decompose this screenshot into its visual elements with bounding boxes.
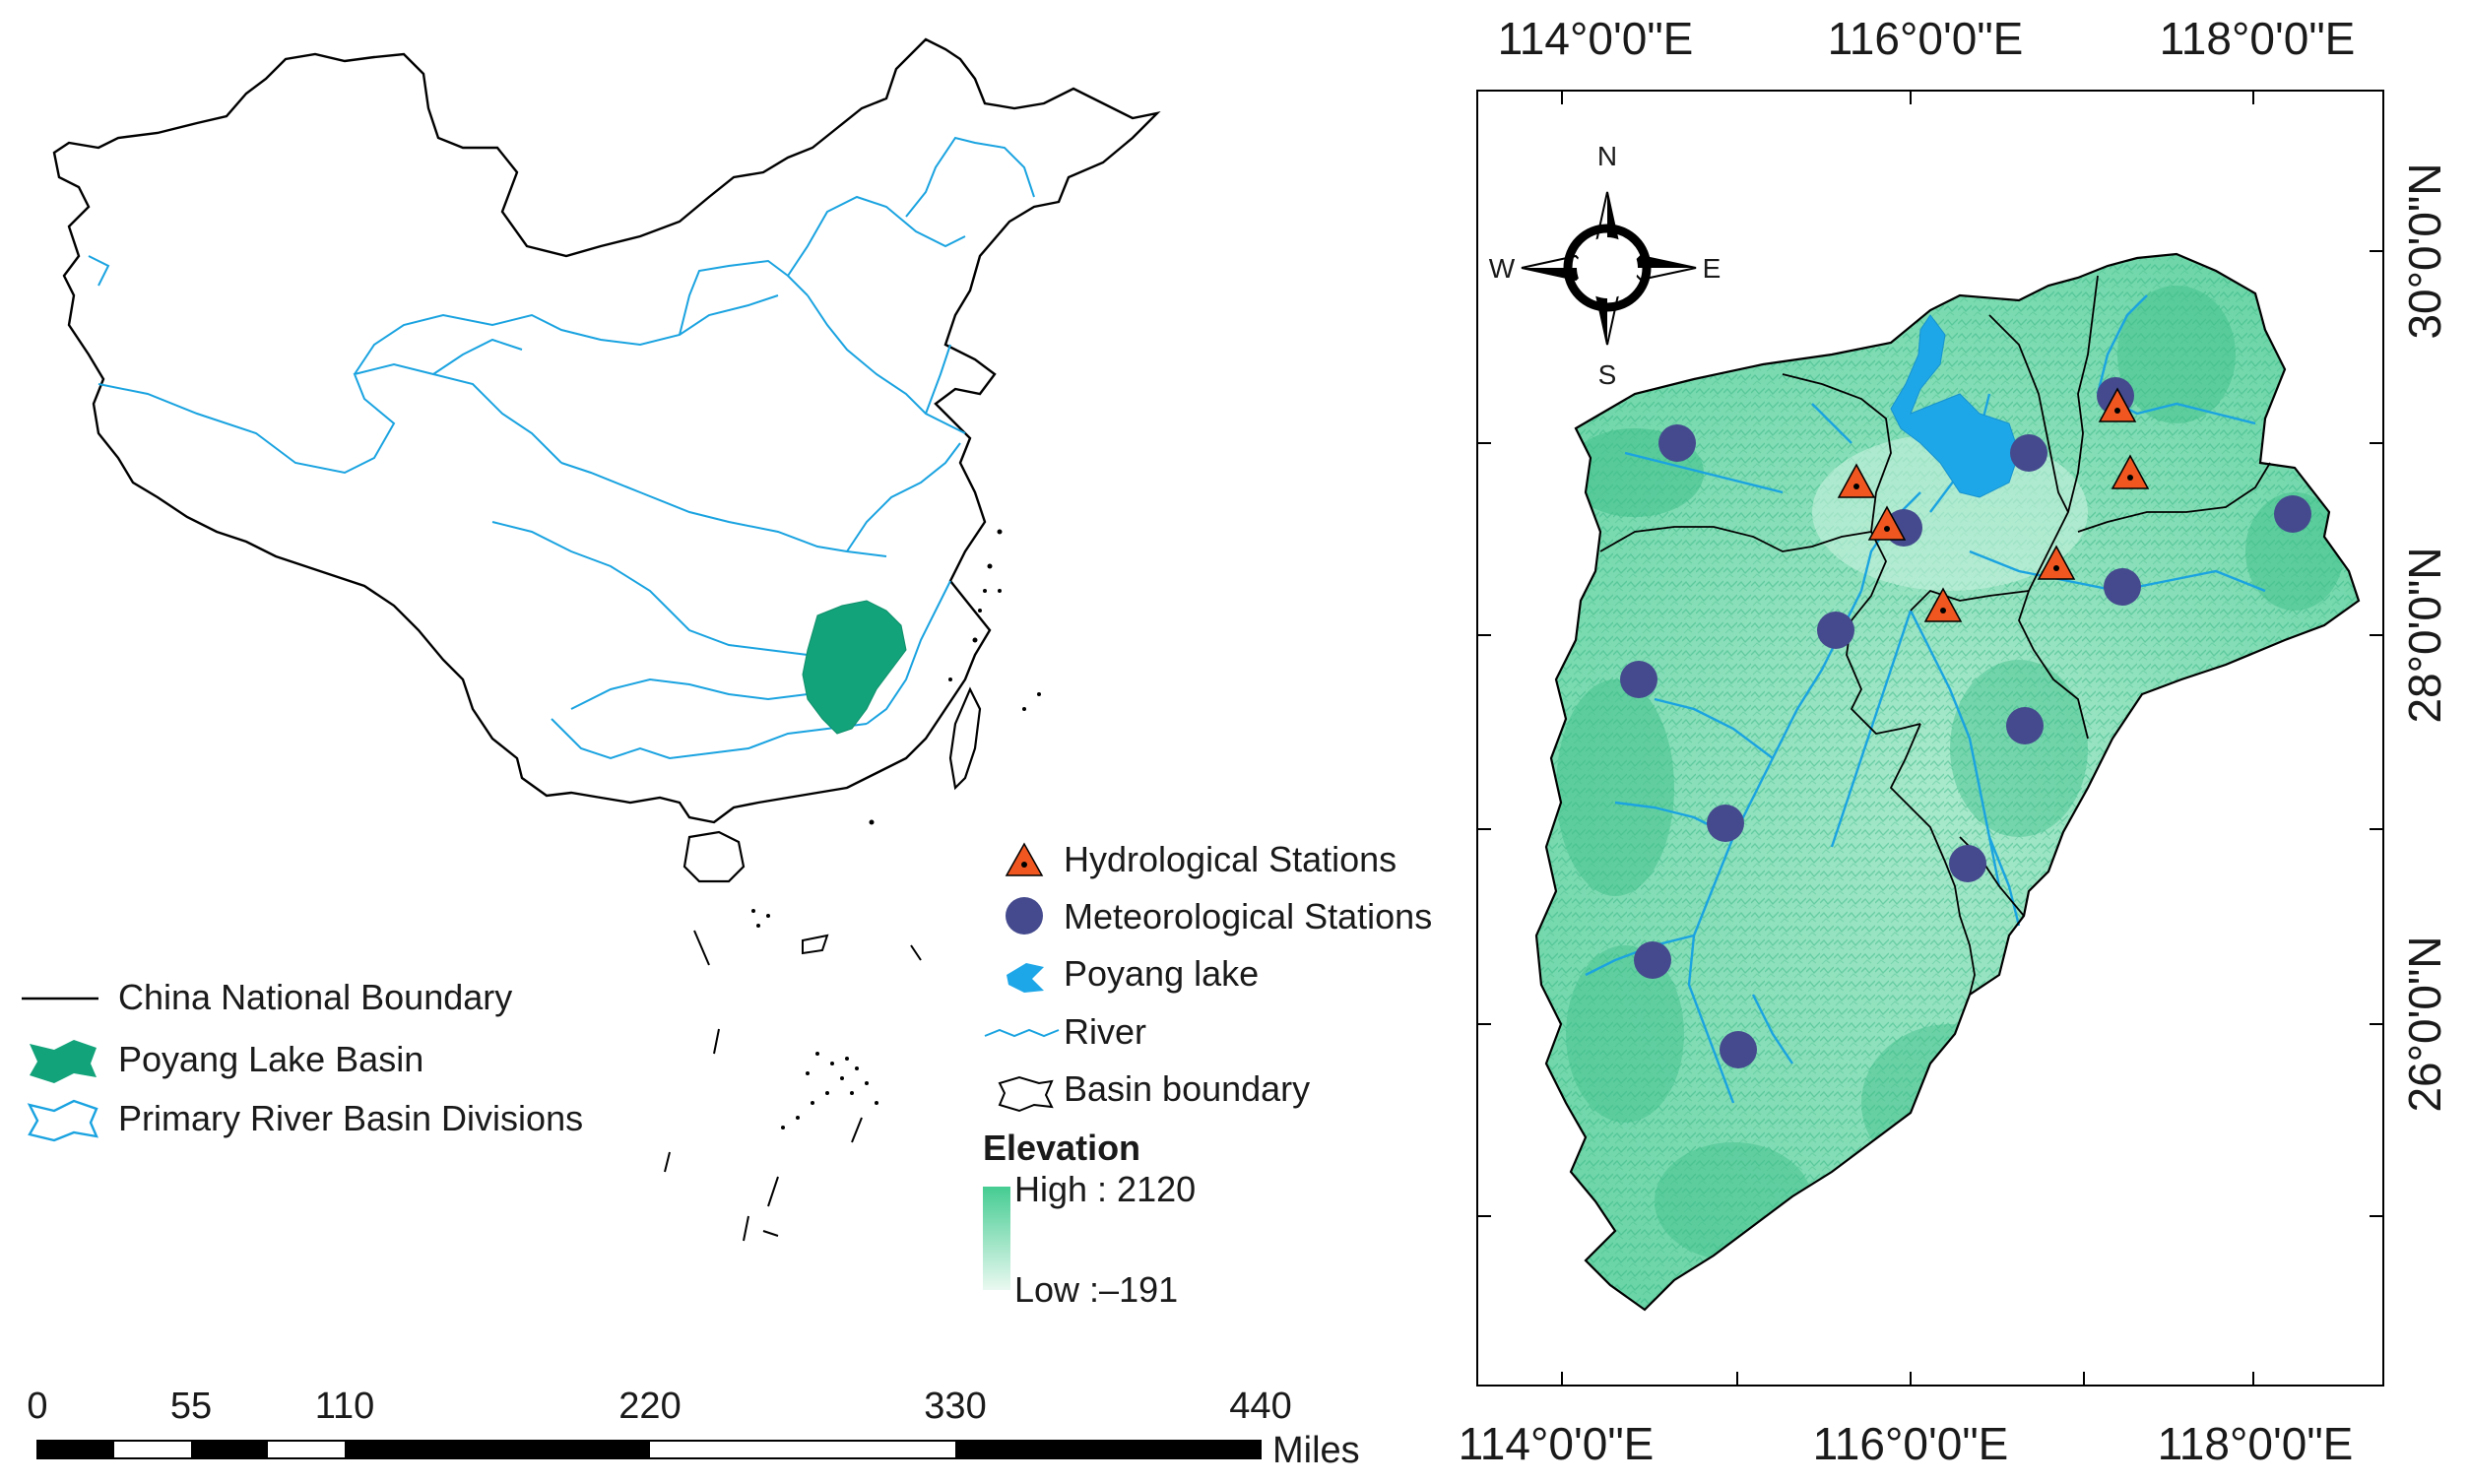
meteo-station xyxy=(1707,805,1744,842)
basin-legend-symbol xyxy=(30,1040,97,1083)
meteorological-stations xyxy=(1620,377,2311,1068)
hydro-legend-symbol xyxy=(1005,842,1044,876)
legend-label-meteo: Meteorological Stations xyxy=(1064,896,1432,936)
meteo-station xyxy=(2006,707,2044,744)
elevation-ramp xyxy=(983,1187,1010,1290)
scale-tick-0: 0 xyxy=(27,1386,47,1427)
legend-label-river: River xyxy=(1064,1011,1146,1052)
sub-basin-boundaries xyxy=(1599,275,2271,996)
legend-label-hydro: Hydrological Stations xyxy=(1064,839,1397,879)
basin-map: 114°0'0"E 116°0'0"E 118°0'0"E 114°0'0"E … xyxy=(1459,13,2450,1469)
compass-s: S xyxy=(1598,359,1617,390)
scale-tick-220: 220 xyxy=(618,1386,681,1427)
compass-w: W xyxy=(1489,253,1516,284)
meteo-station xyxy=(1658,424,1696,462)
meteo-legend-symbol xyxy=(1006,897,1043,935)
river-legend-symbol xyxy=(984,1028,1060,1038)
rivers xyxy=(1585,294,2266,1104)
south-china-sea-islands xyxy=(664,930,922,1242)
bottom-lon-label-116: 116°0'0"E xyxy=(1813,1418,2009,1469)
meteo-station xyxy=(1720,1031,1757,1068)
hydro-station xyxy=(2098,387,2137,422)
right-lat-label-28: 28°0'0"N xyxy=(2399,547,2450,723)
basin-legend: Hydrological Stations Meteorological Sta… xyxy=(983,839,1432,1310)
hydro-station xyxy=(1837,463,1876,498)
hydro-station xyxy=(2037,545,2076,580)
lake-legend-symbol xyxy=(1007,963,1044,993)
china-national-boundary xyxy=(52,37,1161,824)
hainan-island xyxy=(682,830,746,883)
hydro-station xyxy=(1867,505,1907,541)
top-lon-label-114: 114°0'0"E xyxy=(1498,13,1694,64)
legend-label-divisions: Primary River Basin Divisions xyxy=(118,1098,583,1138)
top-lon-label-118: 118°0'0"E xyxy=(2160,13,2356,64)
meteo-station xyxy=(1620,661,1657,698)
basin-boundary-legend-symbol xyxy=(998,1075,1054,1113)
meteo-station xyxy=(1817,612,1854,649)
china-map xyxy=(52,37,1161,1242)
north-arrow-icon: N S W E xyxy=(1489,141,1722,390)
scale-tick-330: 330 xyxy=(924,1386,986,1427)
meteo-station xyxy=(2274,495,2311,533)
poyang-lake xyxy=(1890,314,2020,498)
scale-unit: Miles xyxy=(1272,1430,1360,1471)
right-lat-label-30: 30°0'0"N xyxy=(2399,162,2450,339)
meteo-station xyxy=(1634,941,1671,979)
meteo-station xyxy=(2104,568,2141,606)
scale-tick-110: 110 xyxy=(315,1386,375,1427)
basin-outer-boundary xyxy=(1534,252,2361,1312)
china-legend: China National Boundary Poyang Lake Basi… xyxy=(22,977,583,1142)
taiwan-island xyxy=(948,686,982,791)
river-division-legend-symbol xyxy=(27,1099,98,1142)
legend-label-boundary: China National Boundary xyxy=(118,977,512,1017)
legend-label-lake: Poyang lake xyxy=(1064,953,1259,994)
scale-tick-55: 55 xyxy=(170,1386,212,1427)
compass-n: N xyxy=(1597,141,1617,171)
scale-bar: 0 55 110 220 330 440 Miles xyxy=(27,1386,1359,1471)
bottom-lon-label-114: 114°0'0"E xyxy=(1459,1418,1655,1469)
compass-e: E xyxy=(1703,253,1722,284)
coastal-islands xyxy=(869,529,1041,825)
spratly-dots xyxy=(751,909,878,1129)
meteo-station xyxy=(2010,434,2047,472)
legend-label-basin-boundary: Basin boundary xyxy=(1064,1068,1310,1109)
hydro-station xyxy=(1923,587,1963,622)
elevation-title: Elevation xyxy=(983,1128,1140,1168)
hydrological-stations xyxy=(1837,387,2150,622)
scale-tick-440: 440 xyxy=(1229,1386,1291,1427)
hydro-station xyxy=(2111,454,2150,489)
elevation-low: Low :–191 xyxy=(1014,1269,1178,1310)
meteo-station xyxy=(1949,845,1986,882)
elevation-high: High : 2120 xyxy=(1014,1169,1196,1209)
bottom-lon-label-118: 118°0'0"E xyxy=(2158,1418,2354,1469)
right-lat-label-26: 26°0'0"N xyxy=(2399,936,2450,1112)
legend-label-basin: Poyang Lake Basin xyxy=(118,1039,423,1079)
top-lon-label-116: 116°0'0"E xyxy=(1828,13,2024,64)
poyang-lake-basin-shape xyxy=(802,600,907,735)
